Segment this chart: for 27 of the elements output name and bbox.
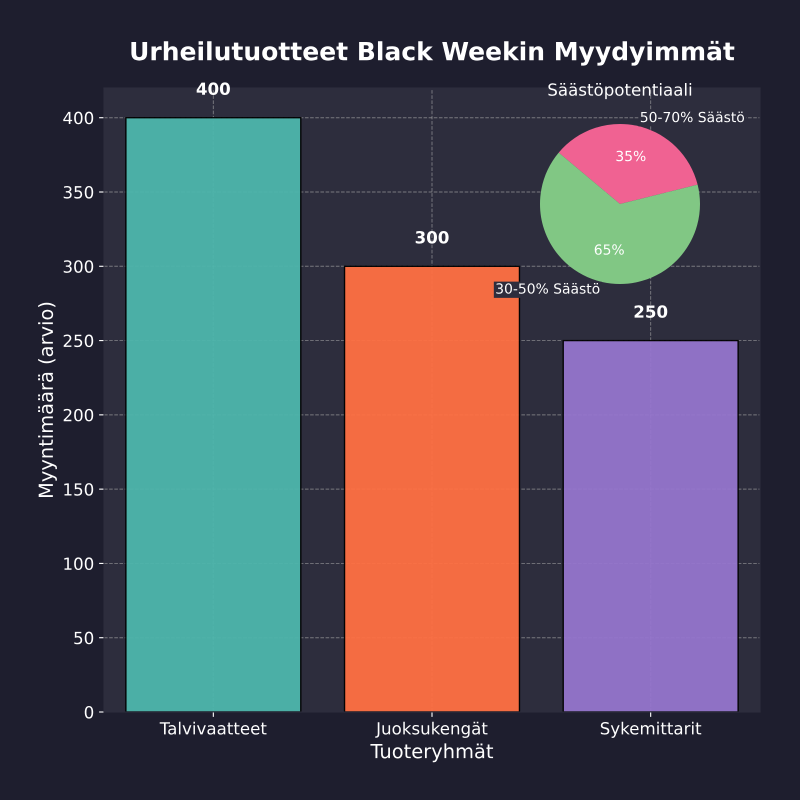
data-label: 400 — [196, 82, 230, 96]
slice-label: 50-70% Säästö — [640, 112, 744, 122]
bar — [125, 117, 302, 712]
pie-slice — [540, 152, 700, 284]
chart-title: Urheilutuotteet Black Weekin Myydyimmät — [131, 40, 734, 66]
y-axis-title: Myyntimäärä (arvio) — [38, 302, 57, 498]
y-tick-label: 250 — [64, 334, 94, 348]
y-tick-label: 300 — [64, 260, 94, 273]
x-tick-label: Talvivaatteet — [160, 722, 267, 735]
y-tick-label: 150 — [64, 483, 94, 496]
bar — [562, 340, 739, 712]
data-label: 300 — [416, 231, 449, 244]
pie-slice — [558, 124, 698, 204]
y-tick-label: 100 — [64, 557, 94, 570]
y-tick-label: 200 — [64, 408, 94, 422]
data-label: 65% — [594, 244, 624, 255]
chart-title: Säästöpotentiaali — [548, 83, 692, 100]
x-axis-title: Tuoteryhmät — [370, 743, 494, 762]
y-tick-label: 400 — [63, 112, 94, 124]
y-tick-label: 50 — [74, 632, 94, 644]
data-label: 250 — [634, 305, 668, 318]
data-label: 35% — [616, 150, 646, 162]
x-tick-label: Sykemittarit — [600, 722, 702, 738]
y-tick-label: 0 — [84, 706, 94, 719]
y-tick-label: 350 — [64, 186, 94, 199]
x-tick-label: Juoksukengät — [375, 722, 488, 738]
slice-label: 30-50% Säästö — [496, 283, 600, 294]
